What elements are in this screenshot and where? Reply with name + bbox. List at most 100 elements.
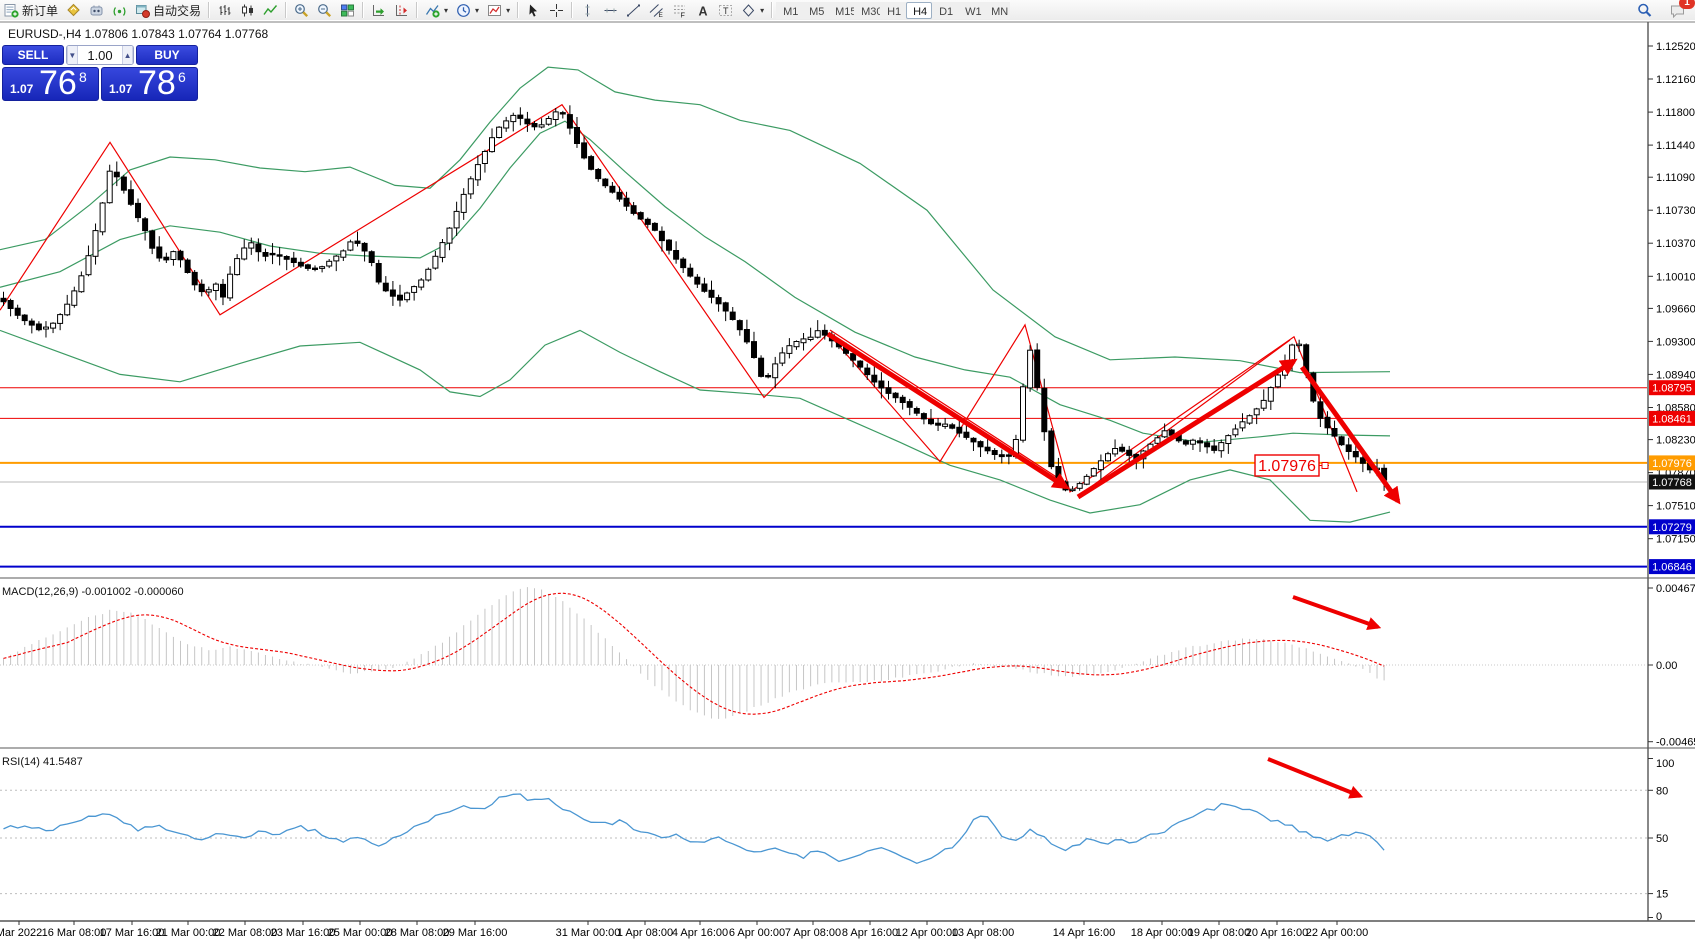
svg-text:50: 50 bbox=[1656, 833, 1668, 845]
ask-price-pipette: 6 bbox=[178, 69, 186, 85]
new-order-button[interactable]: 新订单 bbox=[0, 1, 62, 19]
bollinger-upper-band bbox=[0, 66, 1391, 374]
horizontal-line-button[interactable] bbox=[599, 1, 622, 19]
trend-arrows[interactable] bbox=[826, 331, 1401, 505]
chevron-down-icon: ▼ bbox=[68, 50, 77, 60]
zigzag-lines[interactable] bbox=[0, 103, 1358, 496]
autotrading-button-label: 自动交易 bbox=[153, 3, 202, 18]
signals-button[interactable] bbox=[108, 1, 131, 19]
bollinger-bands bbox=[0, 66, 1391, 523]
shapes-button[interactable]: ▾ bbox=[737, 1, 768, 19]
vertical-line-button[interactable] bbox=[576, 1, 599, 19]
svg-text:16 Mar 08:00: 16 Mar 08:00 bbox=[42, 927, 107, 939]
bid-price-pipette: 8 bbox=[79, 69, 87, 85]
auto-scroll-button[interactable] bbox=[367, 1, 390, 19]
trendline-button[interactable] bbox=[622, 1, 645, 19]
svg-text:1.09660: 1.09660 bbox=[1656, 303, 1695, 315]
rsi-panel bbox=[0, 757, 1647, 895]
buy-price-display[interactable]: 1.07 78 6 bbox=[101, 64, 198, 102]
rsi-line bbox=[3, 793, 1385, 865]
svg-text:1.08230: 1.08230 bbox=[1656, 435, 1695, 447]
chart-shift-button[interactable] bbox=[390, 1, 413, 19]
search-button[interactable] bbox=[1633, 1, 1656, 19]
svg-text:1.07510: 1.07510 bbox=[1656, 501, 1695, 513]
timeframe-m5-button[interactable]: M5 bbox=[802, 1, 829, 19]
panel-frames bbox=[0, 21, 1695, 922]
bar-chart-button[interactable] bbox=[213, 1, 236, 19]
toolbar-separator bbox=[362, 2, 365, 18]
buy-button[interactable]: BUY bbox=[136, 45, 198, 65]
zoom-out-button[interactable] bbox=[313, 1, 336, 19]
fibonacci-button[interactable]: F bbox=[668, 1, 691, 19]
timeframe-m30-button[interactable]: M30 bbox=[854, 1, 883, 19]
toolbar-separator bbox=[571, 2, 574, 18]
notifications-button[interactable]: 1 bbox=[1666, 0, 1695, 19]
svg-text:Mar 2022: Mar 2022 bbox=[0, 927, 42, 939]
macd-signal-line bbox=[3, 592, 1385, 715]
timeframe-m1-button[interactable]: M1 bbox=[776, 1, 803, 19]
periods-button[interactable]: ▾ bbox=[452, 1, 483, 19]
autotrading-button[interactable]: 自动交易 bbox=[131, 1, 205, 19]
tile-windows-button[interactable] bbox=[336, 1, 359, 19]
auto-scroll-icon bbox=[373, 4, 385, 16]
timeframe-h1-button[interactable]: H1 bbox=[880, 1, 907, 19]
svg-text:25 Mar 00:00: 25 Mar 00:00 bbox=[328, 927, 393, 939]
svg-text:1.12520: 1.12520 bbox=[1656, 41, 1695, 53]
svg-text:1.12160: 1.12160 bbox=[1656, 74, 1695, 86]
price-level-label-box[interactable]: 1.07976 bbox=[1254, 454, 1329, 477]
expert-advisors-button[interactable] bbox=[85, 1, 108, 19]
bollinger-middle-band bbox=[0, 120, 1391, 443]
svg-text:E: E bbox=[659, 12, 664, 18]
toolbar-separator bbox=[517, 2, 520, 18]
sell-price-display[interactable]: 1.07 76 8 bbox=[2, 64, 99, 102]
svg-text:-0.004657: -0.004657 bbox=[1656, 737, 1695, 749]
cursor-button[interactable] bbox=[522, 1, 545, 19]
line-chart-button[interactable] bbox=[259, 1, 282, 19]
horizontal-level-lines[interactable] bbox=[0, 387, 1647, 568]
crosshair-button[interactable] bbox=[545, 1, 568, 19]
equidistant-channel-button[interactable]: E bbox=[645, 1, 668, 19]
timeframe-m15-button[interactable]: M15 bbox=[828, 1, 857, 19]
svg-text:1 Apr 08:00: 1 Apr 08:00 bbox=[617, 927, 673, 939]
svg-text:1.11800: 1.11800 bbox=[1656, 107, 1695, 119]
notification-badge: 1 bbox=[1679, 0, 1695, 9]
timeframe-h4-button[interactable]: H4 bbox=[906, 1, 933, 19]
svg-text:22 Mar 08:00: 22 Mar 08:00 bbox=[213, 927, 278, 939]
candlestick-chart-button[interactable] bbox=[236, 1, 259, 19]
svg-text:13 Apr 08:00: 13 Apr 08:00 bbox=[952, 927, 1014, 939]
macd-panel bbox=[0, 587, 1647, 719]
zoom-in-button[interactable] bbox=[290, 1, 313, 19]
svg-text:20 Apr 16:00: 20 Apr 16:00 bbox=[1246, 927, 1308, 939]
toolbar: 新订单 自动交易 ▾ ▾ ▾ E F A T ▾ M1 M5 M15 M30 H1 H4 D1 W1 MN 1 bbox=[0, 0, 1695, 21]
sell-button[interactable]: SELL bbox=[2, 45, 64, 65]
chart-canvas[interactable]: 1.07976 1.12520 1.12160 1.11800 1.11440 1.11… bbox=[0, 20, 1695, 941]
svg-text:6 Apr 00:00: 6 Apr 00:00 bbox=[729, 927, 785, 939]
bars-icon bbox=[219, 4, 231, 15]
indicators-button[interactable]: ▾ bbox=[421, 1, 452, 19]
tile-icon bbox=[341, 4, 355, 16]
svg-text:1.10370: 1.10370 bbox=[1656, 238, 1695, 250]
bollinger-lower-band bbox=[0, 329, 1391, 523]
crosshair-icon bbox=[550, 3, 564, 17]
text-button[interactable]: A bbox=[691, 1, 714, 19]
text-icon: A bbox=[699, 4, 708, 18]
text-label-button[interactable]: T bbox=[714, 1, 737, 19]
volume-increase-button[interactable]: ▲ bbox=[122, 46, 133, 64]
hline-icon bbox=[604, 8, 617, 12]
svg-text:A: A bbox=[699, 4, 708, 18]
svg-text:19 Apr 08:00: 19 Apr 08:00 bbox=[1188, 927, 1250, 939]
timeframe-mn-button[interactable]: MN bbox=[984, 1, 1011, 19]
volume-input[interactable] bbox=[77, 46, 123, 64]
volume-decrease-button[interactable]: ▼ bbox=[67, 46, 78, 64]
price-axis[interactable]: 1.12520 1.12160 1.11800 1.11440 1.11090 1.107… bbox=[1648, 41, 1695, 923]
channel-icon: E bbox=[649, 3, 664, 18]
indicators-icon bbox=[425, 4, 440, 18]
svg-text:4 Apr 16:00: 4 Apr 16:00 bbox=[672, 927, 728, 939]
timeframe-w1-button[interactable]: W1 bbox=[958, 1, 985, 19]
dropdown-arrow-icon: ▾ bbox=[444, 5, 449, 15]
styler-button[interactable] bbox=[62, 1, 85, 19]
svg-text:23 Mar 16:00: 23 Mar 16:00 bbox=[271, 927, 336, 939]
timeframe-d1-button[interactable]: D1 bbox=[932, 1, 959, 19]
templates-button[interactable]: ▾ bbox=[483, 1, 514, 19]
